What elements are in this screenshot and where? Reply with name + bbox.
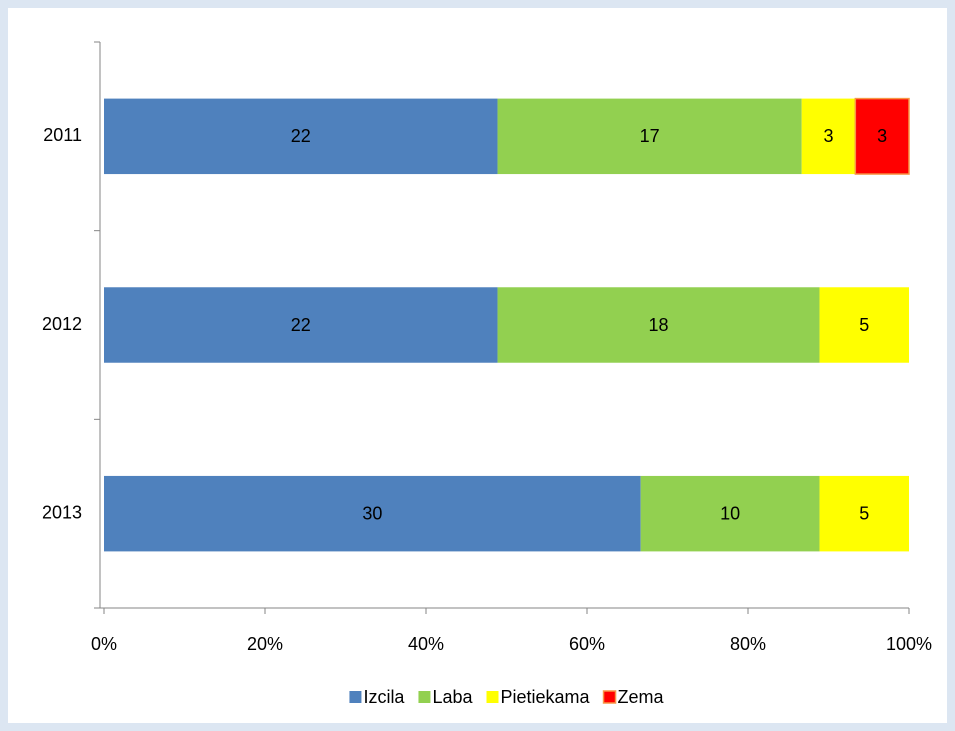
data-label: 3 xyxy=(823,126,833,146)
x-tick-label: 0% xyxy=(91,634,117,654)
x-tick-label: 100% xyxy=(886,634,932,654)
legend-label: Zema xyxy=(618,687,665,707)
data-label: 22 xyxy=(291,315,311,335)
bar-segment xyxy=(819,287,909,363)
legend-swatch xyxy=(349,691,362,703)
x-tick-label: 80% xyxy=(730,634,766,654)
x-tick-label: 60% xyxy=(569,634,605,654)
data-label: 3 xyxy=(877,126,887,146)
bar-segment xyxy=(819,475,909,552)
data-label: 17 xyxy=(640,126,660,146)
bar-segment xyxy=(104,98,498,175)
bar-segment xyxy=(497,287,820,363)
y-tick-label: 2013 xyxy=(42,502,82,522)
data-label: 5 xyxy=(859,503,869,523)
data-label: 18 xyxy=(649,315,669,335)
y-tick-label: 2011 xyxy=(43,125,82,145)
bar-segment xyxy=(640,475,820,552)
bar-segment xyxy=(104,287,498,363)
x-tick-label: 40% xyxy=(408,634,444,654)
data-label: 10 xyxy=(720,503,740,523)
data-label: 30 xyxy=(362,503,382,523)
data-label: 22 xyxy=(291,126,311,146)
legend-swatch xyxy=(602,690,617,704)
legend-label: Izcila xyxy=(363,687,405,707)
legend-swatch xyxy=(486,691,499,703)
legend-label: Pietiekama xyxy=(501,687,591,707)
bar-segment xyxy=(854,97,910,175)
bar-segment xyxy=(497,98,802,175)
x-tick-label: 20% xyxy=(247,634,283,654)
data-label: 5 xyxy=(859,315,869,335)
bar-segment xyxy=(104,475,641,552)
bar-segment xyxy=(801,98,856,175)
y-tick-label: 2012 xyxy=(42,314,82,334)
legend-swatch xyxy=(418,691,431,703)
legend-label: Laba xyxy=(432,687,473,707)
